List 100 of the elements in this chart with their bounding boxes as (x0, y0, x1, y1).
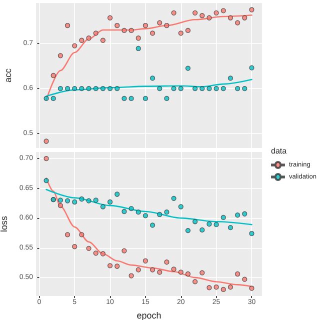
point (128, 28, 134, 34)
point (107, 199, 113, 205)
point (86, 246, 92, 251)
point (200, 13, 205, 18)
point (50, 72, 56, 78)
point (242, 276, 248, 282)
point (249, 7, 254, 12)
point (242, 15, 248, 20)
point (142, 22, 148, 28)
point (44, 156, 49, 162)
point (235, 212, 240, 218)
point (206, 285, 212, 290)
point (171, 10, 176, 16)
point (171, 196, 176, 201)
point (214, 284, 219, 290)
point (200, 270, 205, 276)
point (178, 270, 184, 275)
point (93, 86, 98, 92)
point (64, 198, 70, 204)
point (114, 22, 120, 28)
point (157, 212, 162, 218)
point (142, 213, 148, 218)
point (128, 96, 134, 102)
point (122, 96, 127, 102)
point (206, 86, 212, 92)
point (72, 199, 78, 205)
point (107, 86, 113, 92)
point (128, 206, 134, 212)
point (214, 10, 219, 16)
point (185, 28, 191, 34)
point (185, 228, 191, 234)
point (164, 96, 170, 102)
point (114, 86, 120, 92)
point (128, 273, 134, 278)
point (178, 30, 184, 36)
point (150, 267, 156, 272)
point (122, 208, 127, 214)
point (171, 266, 176, 272)
point (107, 15, 113, 20)
point (79, 232, 84, 238)
point (58, 203, 63, 208)
point (228, 15, 234, 20)
y-axis-title: acc (2, 68, 13, 83)
point (100, 204, 106, 210)
point (64, 86, 70, 92)
point (242, 86, 248, 92)
point (192, 86, 198, 92)
point (136, 36, 141, 41)
point (157, 270, 162, 275)
point (249, 65, 254, 70)
point (79, 196, 84, 202)
point (122, 248, 127, 254)
point (235, 86, 240, 92)
point (249, 230, 254, 236)
point (214, 222, 219, 228)
point (50, 96, 56, 102)
point (228, 225, 234, 230)
point (192, 10, 198, 16)
point (86, 86, 92, 92)
point (220, 86, 226, 92)
point (242, 211, 248, 216)
point (164, 22, 170, 28)
point (200, 227, 205, 232)
point (72, 244, 78, 250)
point (44, 96, 49, 102)
point (114, 264, 120, 269)
point (200, 86, 205, 92)
point (178, 86, 184, 92)
point (235, 271, 240, 277)
point (100, 38, 106, 43)
point (58, 198, 63, 203)
point (79, 38, 84, 43)
point (171, 86, 176, 92)
point (142, 96, 148, 102)
point (114, 192, 120, 197)
point (93, 30, 98, 36)
point (192, 219, 198, 224)
point (185, 271, 191, 277)
y-axis-title: loss (0, 216, 9, 232)
point (136, 267, 141, 272)
point (206, 221, 212, 227)
point (150, 30, 156, 36)
point (58, 86, 63, 92)
point (44, 138, 49, 144)
point (185, 66, 191, 71)
point (44, 178, 49, 184)
point (157, 86, 162, 92)
point (86, 198, 92, 204)
point (93, 250, 98, 256)
point (136, 46, 141, 52)
point (220, 286, 226, 292)
point (249, 286, 254, 291)
point (164, 210, 170, 215)
point (100, 86, 106, 92)
point (136, 210, 141, 215)
point (206, 15, 212, 20)
point (93, 198, 98, 203)
point (72, 86, 78, 92)
x-axis-title: epoch (136, 310, 162, 320)
point (122, 28, 127, 34)
